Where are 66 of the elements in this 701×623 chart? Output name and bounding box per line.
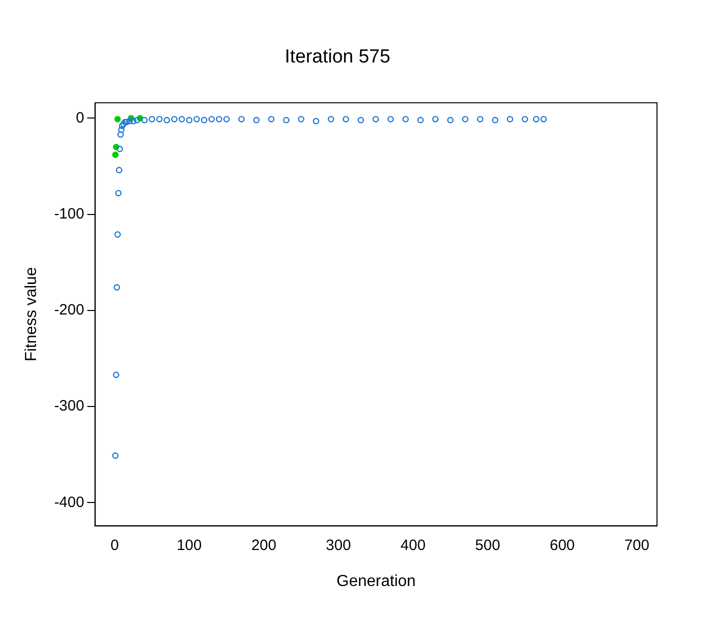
x-tick-label: 500 [475, 536, 500, 554]
point [387, 116, 394, 122]
point [118, 122, 126, 130]
point [476, 116, 484, 122]
point [532, 116, 540, 122]
point [283, 116, 290, 124]
point [492, 116, 498, 124]
point [114, 231, 121, 238]
x-axis-title: Generation [336, 572, 416, 590]
point [193, 116, 200, 122]
x-tick-label: 400 [400, 536, 426, 554]
point [372, 116, 379, 122]
point [148, 116, 156, 122]
point [120, 120, 127, 128]
point [186, 116, 192, 124]
point [223, 116, 230, 122]
point [114, 116, 121, 122]
point [432, 116, 439, 122]
chart-title: Iteration 575 [284, 46, 390, 68]
x-tick-label: 300 [326, 536, 351, 554]
point [164, 116, 170, 124]
point [506, 116, 514, 122]
point [216, 116, 222, 122]
point [253, 116, 260, 124]
point [200, 116, 208, 124]
point [208, 116, 215, 122]
y-tick-label: -400 [54, 494, 84, 511]
point [312, 118, 320, 124]
point [358, 116, 364, 124]
point [342, 116, 350, 122]
point [130, 118, 136, 124]
point [141, 116, 148, 124]
point [178, 116, 185, 122]
point [114, 284, 120, 291]
point [116, 146, 124, 152]
point [268, 116, 274, 122]
y-axis-title: Fitness value [23, 267, 40, 362]
y-tick-label: -200 [54, 302, 84, 319]
point [116, 166, 122, 174]
point [115, 190, 122, 196]
point [238, 116, 245, 122]
x-tick-label: 200 [251, 536, 276, 554]
y-tick-label: -100 [54, 205, 84, 222]
point [298, 116, 304, 122]
point [156, 116, 163, 122]
point [402, 116, 409, 122]
point [447, 116, 454, 124]
point [134, 116, 140, 124]
point [540, 116, 547, 122]
point [522, 116, 528, 122]
point [328, 116, 334, 122]
y-tick-label: 0 [76, 109, 84, 126]
point [117, 131, 124, 138]
point [112, 152, 119, 158]
x-tick-label: 700 [624, 536, 650, 554]
point [112, 452, 119, 459]
point [126, 118, 133, 124]
point [171, 116, 178, 122]
y-tick-label: -300 [54, 398, 84, 415]
point [112, 372, 120, 378]
x-tick-label: 0 [110, 536, 119, 554]
point [462, 116, 468, 122]
point [417, 116, 424, 124]
x-tick-label: 100 [176, 536, 202, 554]
point [118, 126, 125, 133]
x-tick-label: 600 [550, 536, 575, 554]
